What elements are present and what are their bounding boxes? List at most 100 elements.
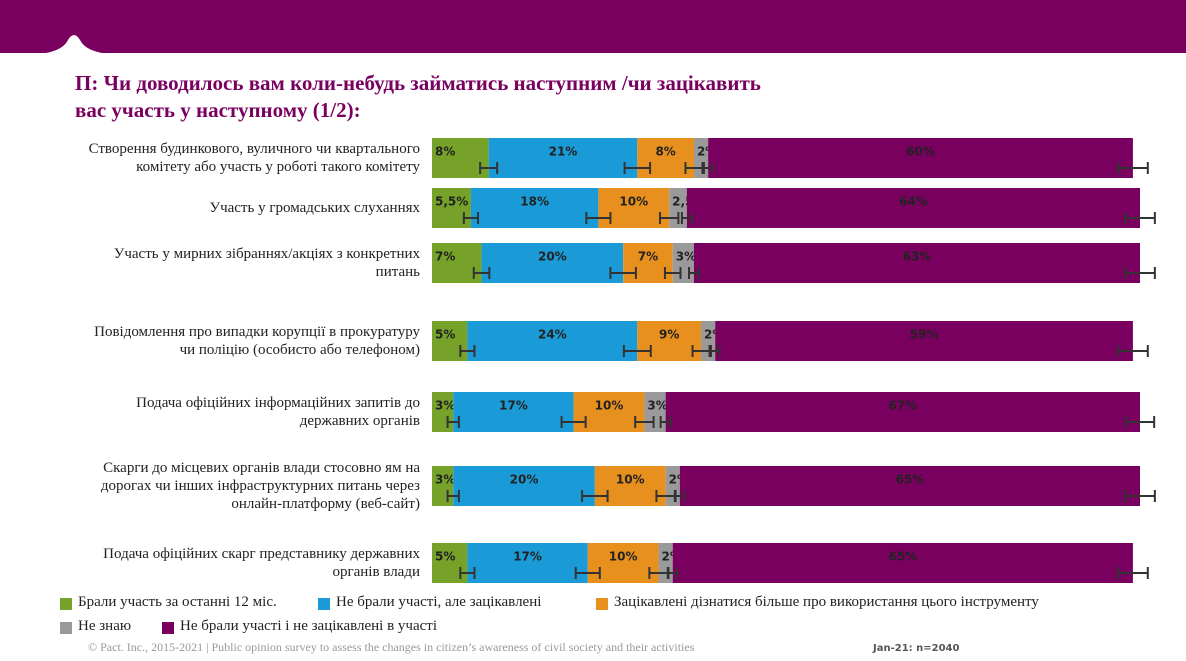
error-bar	[667, 567, 678, 579]
error-bar	[688, 267, 700, 279]
data-label: 3%	[647, 399, 667, 413]
legend-label: Не брали участі і не зацікавлені в участ…	[180, 618, 437, 634]
legend-label: Зацікавлені дізнатися більше про викорис…	[614, 594, 1039, 610]
data-label: 7%	[638, 250, 658, 264]
error-bar	[684, 162, 704, 174]
error-bar	[659, 416, 672, 428]
error-bar	[446, 490, 460, 502]
legend-label: Брали участь за останні 12 міс.	[78, 594, 277, 610]
data-label: 10%	[619, 195, 648, 209]
error-bar	[609, 267, 637, 279]
bar-segment	[470, 188, 599, 228]
data-label: 20%	[510, 473, 539, 487]
error-bar	[1124, 267, 1156, 279]
bar-segment	[432, 321, 468, 361]
data-label: 65%	[896, 473, 925, 487]
data-label: 8%	[435, 145, 455, 159]
error-bar	[691, 345, 711, 357]
error-bar	[459, 345, 476, 357]
category-label: Участь у мирних зібраннях/акціях з конкр…	[113, 246, 420, 280]
error-bar	[581, 490, 609, 502]
category-label: Створення будинкового, вуличного чи квар…	[88, 141, 420, 175]
legend-swatch	[318, 598, 330, 610]
data-label: 60%	[906, 145, 935, 159]
bar-segment	[432, 543, 468, 583]
data-label: 21%	[549, 145, 578, 159]
legend-swatch	[60, 598, 72, 610]
legend-swatch	[596, 598, 608, 610]
error-bar	[623, 162, 652, 174]
category-label: Повідомлення про випадки корупції в прок…	[94, 324, 420, 358]
error-bar	[622, 345, 652, 357]
data-label: 10%	[609, 550, 638, 564]
bar-segment	[467, 321, 638, 361]
error-bar	[574, 567, 601, 579]
data-label: 10%	[616, 473, 645, 487]
error-bar	[1117, 567, 1149, 579]
error-bar	[459, 567, 476, 579]
bar-segment	[693, 243, 1140, 283]
data-label: 59%	[910, 328, 939, 342]
data-label: 5,5%	[435, 195, 468, 209]
data-label: 65%	[888, 550, 917, 564]
error-bar	[674, 490, 686, 502]
error-bar	[479, 162, 499, 174]
data-label: 24%	[538, 328, 567, 342]
bar-segment	[665, 392, 1140, 432]
bar-segment	[453, 392, 574, 432]
category-label: Участь у громадських слуханнях	[209, 200, 420, 216]
bar-segment	[453, 466, 595, 506]
error-bar	[1124, 490, 1156, 502]
sample-note: Jan-21: n=2040	[872, 643, 960, 654]
bar-segment	[708, 138, 1133, 178]
error-bar	[1117, 162, 1149, 174]
data-label: 3%	[435, 399, 455, 413]
error-bar	[585, 212, 612, 224]
data-label: 17%	[499, 399, 528, 413]
error-bar	[680, 212, 693, 224]
error-bar	[658, 212, 680, 224]
bar-segment	[467, 543, 588, 583]
bar-segment	[715, 321, 1133, 361]
data-label: 5%	[435, 328, 455, 342]
error-bar	[709, 345, 721, 357]
data-label: 3%	[435, 473, 455, 487]
data-label: 63%	[903, 250, 932, 264]
header-tab	[38, 35, 110, 54]
data-label: 64%	[899, 195, 928, 209]
data-label: 5%	[435, 550, 455, 564]
chart-title: П: Чи доводилось вам коли-небудь займати…	[75, 71, 761, 122]
data-label: 3%	[676, 250, 696, 264]
bar-segment	[672, 543, 1133, 583]
legend-swatch	[60, 622, 72, 634]
error-bar	[472, 267, 491, 279]
data-label: 8%	[655, 145, 675, 159]
error-bar	[560, 416, 587, 428]
data-label: 67%	[888, 399, 917, 413]
error-bar	[663, 267, 682, 279]
bar-segment	[488, 138, 638, 178]
header-band	[0, 0, 1186, 53]
error-bar	[1124, 212, 1156, 224]
category-label: Скарги до місцевих органів влади стосовн…	[100, 460, 420, 512]
footer: © Pact. Inc., 2015-2021 | Public opinion…	[88, 640, 695, 654]
data-label: 18%	[520, 195, 549, 209]
data-label: 17%	[513, 550, 542, 564]
bar-segment	[637, 321, 702, 361]
error-bar	[462, 212, 480, 224]
category-label: Подача офіційних скарг представнику держ…	[103, 546, 420, 580]
error-bar	[702, 162, 714, 174]
legend-swatch	[162, 622, 174, 634]
data-label: 20%	[538, 250, 567, 264]
data-label: 9%	[659, 328, 679, 342]
bar-segment	[686, 188, 1140, 228]
bar-segment	[679, 466, 1140, 506]
error-bar	[1117, 345, 1149, 357]
bar-segment	[481, 243, 624, 283]
legend-label: Не брали участі, але зацікавлені	[336, 594, 542, 610]
data-label: 10%	[595, 399, 624, 413]
error-bar	[634, 416, 655, 428]
legend-label: Не знаю	[78, 618, 132, 634]
